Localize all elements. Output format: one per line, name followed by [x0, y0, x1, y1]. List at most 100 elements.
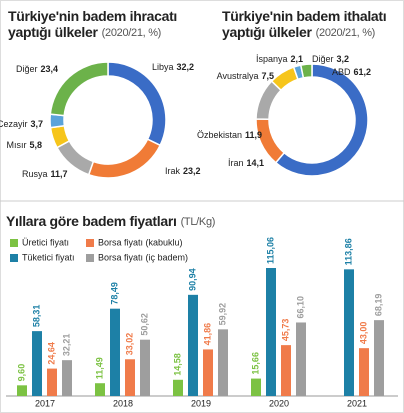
bar-value-label: 59,92: [217, 303, 227, 326]
bar: [47, 368, 57, 396]
bar-value-label: 41,86: [202, 323, 212, 346]
bar-value-label: 113,86: [343, 238, 353, 265]
slice-value: 5,8: [29, 140, 42, 150]
x-tick-label: 2017: [35, 398, 55, 408]
bar: [374, 320, 384, 396]
bar: [173, 379, 183, 396]
legend-label: Borsa fiyatı (iç badem): [98, 252, 188, 262]
slice-name: Cezayir: [0, 119, 27, 129]
slice-value: 11,7: [51, 169, 68, 179]
slice-name: ABD: [332, 67, 351, 77]
slice-label: Diğer 3,2: [312, 54, 349, 64]
subtitle: (2020/21, %): [316, 27, 375, 39]
bar: [125, 359, 135, 396]
title-line: yaptığı ülkeler: [8, 24, 98, 40]
slice-name: Libya: [152, 62, 174, 72]
donut-slice: [255, 118, 286, 164]
slice-name: Rusya: [22, 169, 48, 179]
legend-swatch: [10, 254, 18, 262]
slice-value: 61,2: [354, 67, 372, 77]
donut-slice: [87, 138, 162, 179]
bar: [218, 329, 228, 396]
chart-title: yaptığı ülkeler (2020/21, %): [8, 24, 161, 40]
legend-label: Borsa fiyatı (kabuklu): [98, 237, 183, 247]
bar: [188, 294, 198, 396]
bar-value-label: 24,64: [46, 342, 56, 365]
slice-label: Diğer 23,4: [16, 64, 58, 74]
bar-value-label: 58,31: [31, 305, 41, 328]
title-text: Yıllara göre badem fiyatları: [6, 213, 177, 229]
x-tick-label: 2018: [113, 398, 133, 408]
bar: [251, 378, 261, 396]
slice-label: İspanya 2,1: [256, 54, 303, 64]
bar-value-label: 14,58: [172, 353, 182, 376]
slice-name: Avustralya: [217, 71, 259, 81]
bar-value-label: 33,02: [124, 333, 134, 356]
donut-slice: [49, 61, 109, 117]
slice-label: Özbekistan 11,9: [197, 130, 262, 140]
slice-label: İran 14,1: [228, 158, 264, 168]
bar: [140, 339, 150, 396]
slice-value: 7,5: [261, 71, 274, 81]
donut-slice: [49, 113, 66, 129]
x-tick-label: 2019: [191, 398, 211, 408]
slice-value: 23,4: [40, 64, 58, 74]
legend-label: Tüketici fiyatı: [22, 252, 75, 262]
chart-title: Türkiye'nin badem ithalatı: [222, 8, 386, 24]
x-tick-label: 2020: [269, 398, 289, 408]
x-tick-label: 2021: [347, 398, 367, 408]
bar-value-label: 115,06: [265, 237, 275, 264]
bar: [296, 322, 306, 396]
slice-name: Mısır: [6, 140, 26, 150]
bar: [17, 385, 27, 396]
bar: [110, 308, 120, 396]
slice-value: 2,1: [290, 54, 303, 64]
slice-label: Mısır 5,8: [6, 140, 42, 150]
bar-value-label: 68,19: [373, 294, 383, 317]
bar: [32, 331, 42, 396]
slice-label: ABD 61,2: [332, 67, 371, 77]
legend-label: Üretici fiyatı: [22, 237, 69, 247]
slice-value: 32,2: [177, 62, 195, 72]
slice-value: 3,2: [337, 54, 350, 64]
subtitle: (TL/Kg): [181, 216, 216, 228]
slice-value: 23,2: [183, 166, 201, 176]
slice-value: 14,1: [246, 158, 264, 168]
slice-name: Diğer: [312, 54, 334, 64]
bar: [266, 268, 276, 396]
donut-slice: [107, 61, 167, 147]
bar-value-label: 9,60: [16, 364, 26, 382]
bar-value-label: 78,49: [109, 282, 119, 305]
bar: [359, 348, 369, 396]
title-line: Türkiye'nin badem ihracatı: [8, 8, 177, 24]
legend-swatch: [86, 254, 94, 262]
slice-name: Özbekistan: [197, 130, 242, 140]
bar: [281, 345, 291, 396]
subtitle: (2020/21, %): [102, 27, 161, 39]
chart-title: Yıllara göre badem fiyatları (TL/Kg): [6, 213, 215, 229]
slice-label: Avustralya 7,5: [217, 71, 274, 81]
legend-swatch: [10, 239, 18, 247]
slice-name: İran: [228, 158, 244, 168]
slice-name: Irak: [165, 166, 181, 176]
slice-label: Rusya 11,7: [22, 169, 68, 179]
bar: [62, 360, 72, 396]
slice-value: 3,7: [30, 119, 43, 129]
slice-value: 11,9: [245, 130, 262, 140]
slice-label: Libya 32,2: [152, 62, 194, 72]
bar: [95, 383, 105, 396]
bar-value-label: 66,10: [295, 296, 305, 319]
title-line: yaptığı ülkeler: [222, 24, 312, 40]
slice-label: Cezayir 3,7: [0, 119, 43, 129]
bar-value-label: 43,00: [358, 322, 368, 345]
bar: [203, 349, 213, 396]
slice-name: Diğer: [16, 64, 38, 74]
chart-title: Türkiye'nin badem ihracatı: [8, 8, 177, 24]
slice-name: İspanya: [256, 54, 288, 64]
title-line: Türkiye'nin badem ithalatı: [222, 8, 386, 24]
bar-value-label: 32,21: [61, 334, 71, 357]
bar-value-label: 90,94: [187, 268, 197, 291]
bar-value-label: 15,66: [250, 352, 260, 375]
bar-value-label: 11,49: [94, 357, 104, 379]
